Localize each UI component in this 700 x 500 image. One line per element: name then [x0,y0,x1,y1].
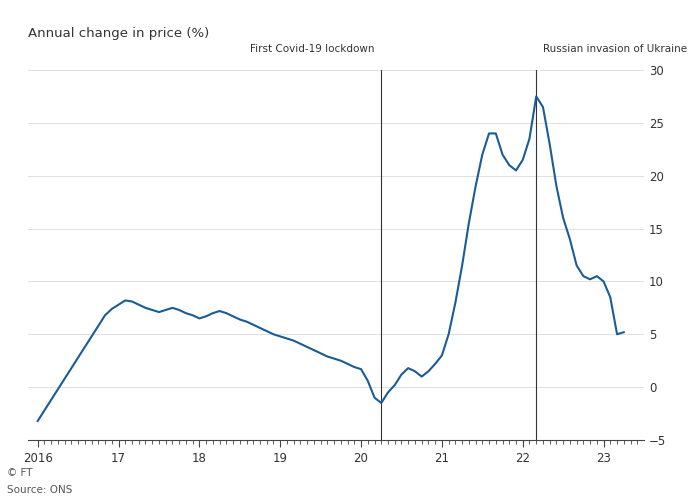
Text: Source: ONS: Source: ONS [7,485,72,495]
Text: First Covid-19 lockdown: First Covid-19 lockdown [251,44,374,54]
Text: Russian invasion of Ukraine: Russian invasion of Ukraine [543,44,687,54]
Text: Annual change in price (%): Annual change in price (%) [28,28,209,40]
Text: © FT: © FT [7,468,32,477]
